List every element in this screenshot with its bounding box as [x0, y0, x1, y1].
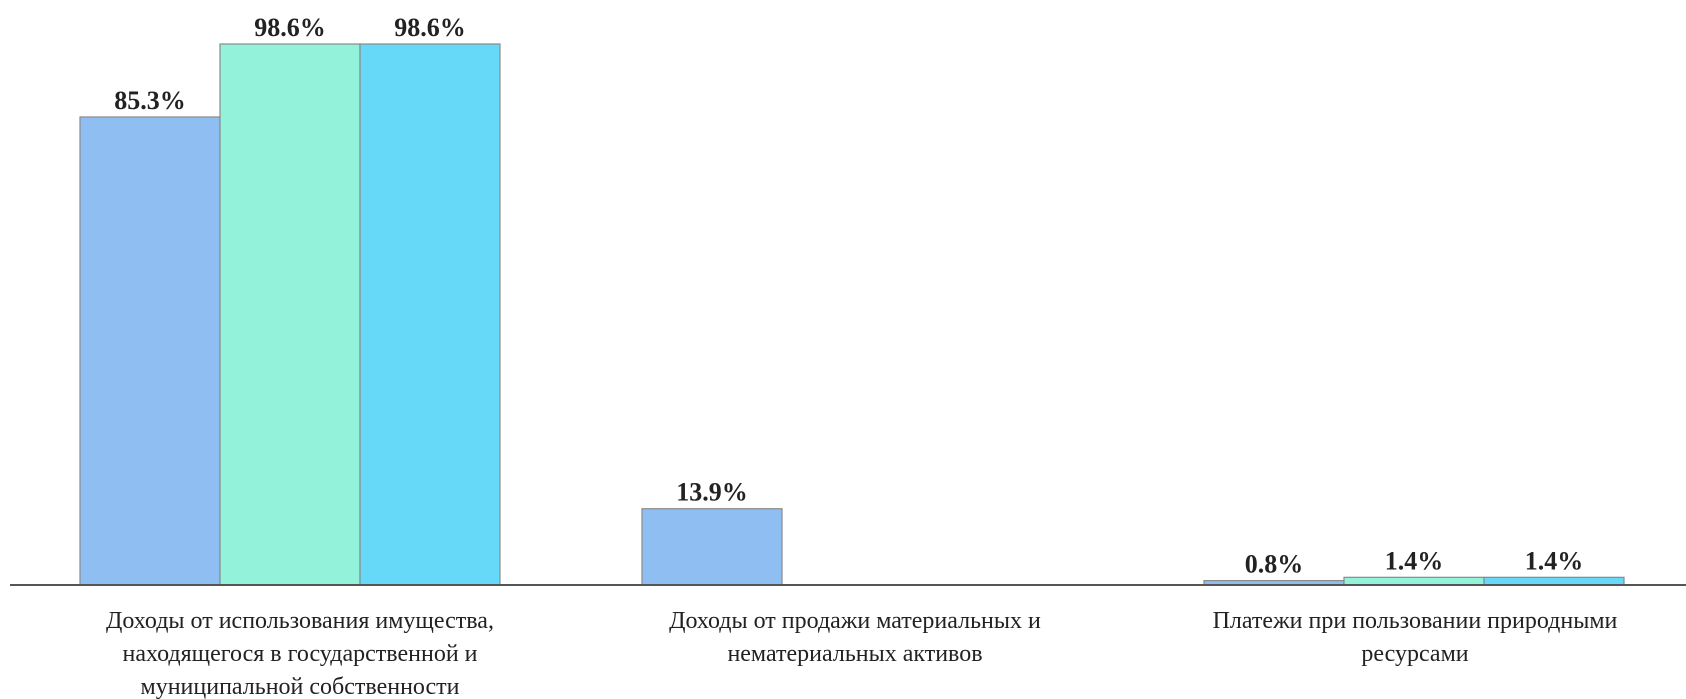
data-label-s0-c2: 0.8%	[1245, 550, 1304, 579]
data-label-s1-c0: 98.6%	[254, 13, 326, 42]
category-label-1-line-1: нематериальных активов	[727, 641, 982, 667]
bar-s0-c1	[641, 508, 783, 586]
data-label-s2-c2: 1.4%	[1525, 546, 1584, 575]
data-label-s1-c2: 1.4%	[1385, 546, 1444, 575]
bars-layer	[79, 43, 1625, 586]
bar-s0-c0	[79, 116, 221, 586]
bar-s2-c0	[359, 43, 501, 586]
data-label-s2-c0: 98.6%	[394, 13, 466, 42]
data-label-s0-c1: 13.9%	[676, 478, 748, 507]
bar-s1-c2	[1343, 576, 1485, 586]
category-label-0-line-0: Доходы от использования имущества,	[106, 608, 494, 634]
category-label-1-line-0: Доходы от продажи материальных и	[669, 608, 1041, 634]
category-label-2-line-0: Платежи при пользовании природными	[1213, 608, 1618, 634]
category-label-0-line-2: муниципальной собственности	[141, 674, 460, 699]
bar-s1-c0	[219, 43, 361, 586]
bar-s2-c2	[1483, 576, 1625, 586]
category-label-2-line-1: ресурсами	[1361, 641, 1468, 667]
category-label-0-line-1: находящегося в государственной и	[122, 641, 477, 667]
value-labels-layer: 85.3% 13.9% 0.8% 98.6% 1.4% 98.6% 1.4%	[114, 13, 1583, 579]
data-label-s0-c0: 85.3%	[114, 86, 186, 115]
category-labels-layer: Доходы от использования имущества, находя…	[106, 608, 1618, 699]
